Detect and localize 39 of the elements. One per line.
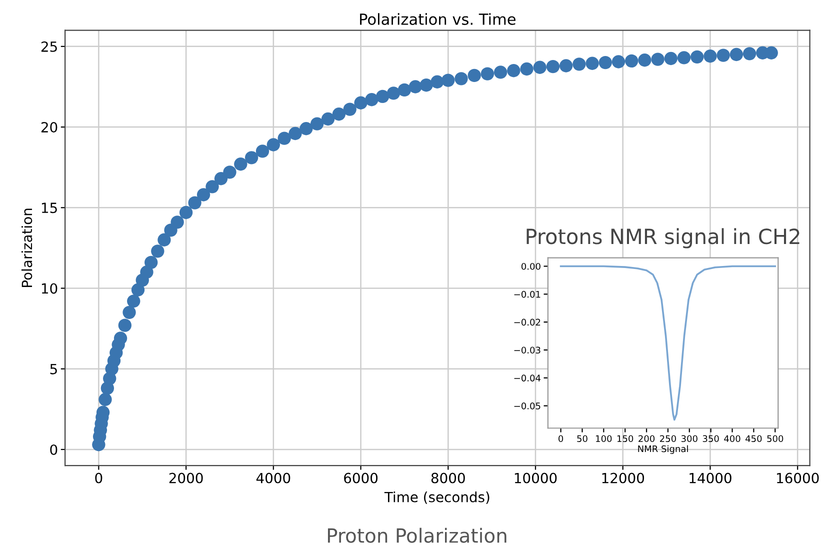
x-tick-label: 14000 xyxy=(690,472,732,484)
y-tick-label: −0.04 xyxy=(514,374,540,382)
x-tick-label: 0 xyxy=(558,435,564,442)
x-axis-title: Time (seconds) xyxy=(384,492,490,504)
x-tick-label: 400 xyxy=(724,435,740,442)
y-tick-label: 0 xyxy=(50,444,58,455)
y-tick-label: −0.05 xyxy=(514,402,540,410)
y-tick-label: 5 xyxy=(50,364,57,374)
y-tick-label: 25 xyxy=(41,41,57,52)
x-tick-label: 2000 xyxy=(169,472,203,484)
x-tick-label: 350 xyxy=(702,435,719,442)
chart-title: Protons NMR signal in CH2 xyxy=(526,228,800,248)
x-tick-label: 10000 xyxy=(514,472,557,484)
x-tick-label: 150 xyxy=(617,435,634,442)
x-tick-label: 100 xyxy=(596,435,612,442)
x-tick-label: 6000 xyxy=(344,472,378,484)
x-tick-label: 450 xyxy=(746,435,762,442)
x-tick-label: 500 xyxy=(767,435,784,442)
line-series xyxy=(560,265,776,421)
x-tick-label: 50 xyxy=(577,435,588,442)
x-tick-label: 200 xyxy=(638,435,655,442)
y-tick-label: −0.01 xyxy=(514,290,540,298)
x-tick-label: 300 xyxy=(681,435,698,442)
y-tick-label: 15 xyxy=(42,202,57,214)
text: Proton Polarization xyxy=(328,528,506,543)
y-tick-label: 10 xyxy=(42,283,58,294)
x-tick-label: 16000 xyxy=(777,472,819,484)
x-tick-label: 8000 xyxy=(431,472,465,484)
y-tick-label: 0.00 xyxy=(521,262,540,270)
y-tick-label: −0.03 xyxy=(514,346,540,354)
x-tick-label: 0 xyxy=(95,472,102,484)
y-tick-label: 20 xyxy=(41,122,58,133)
x-tick-label: 250 xyxy=(660,435,676,442)
x-tick-label: 4000 xyxy=(256,472,290,484)
y-axis-title: Polarization xyxy=(21,208,32,287)
y-tick-label: −0.02 xyxy=(514,318,540,326)
x-axis-title: NMR Signal xyxy=(638,445,688,454)
x-tick-label: 12000 xyxy=(602,472,644,484)
chart-title: Polarization vs. Time xyxy=(360,13,516,25)
